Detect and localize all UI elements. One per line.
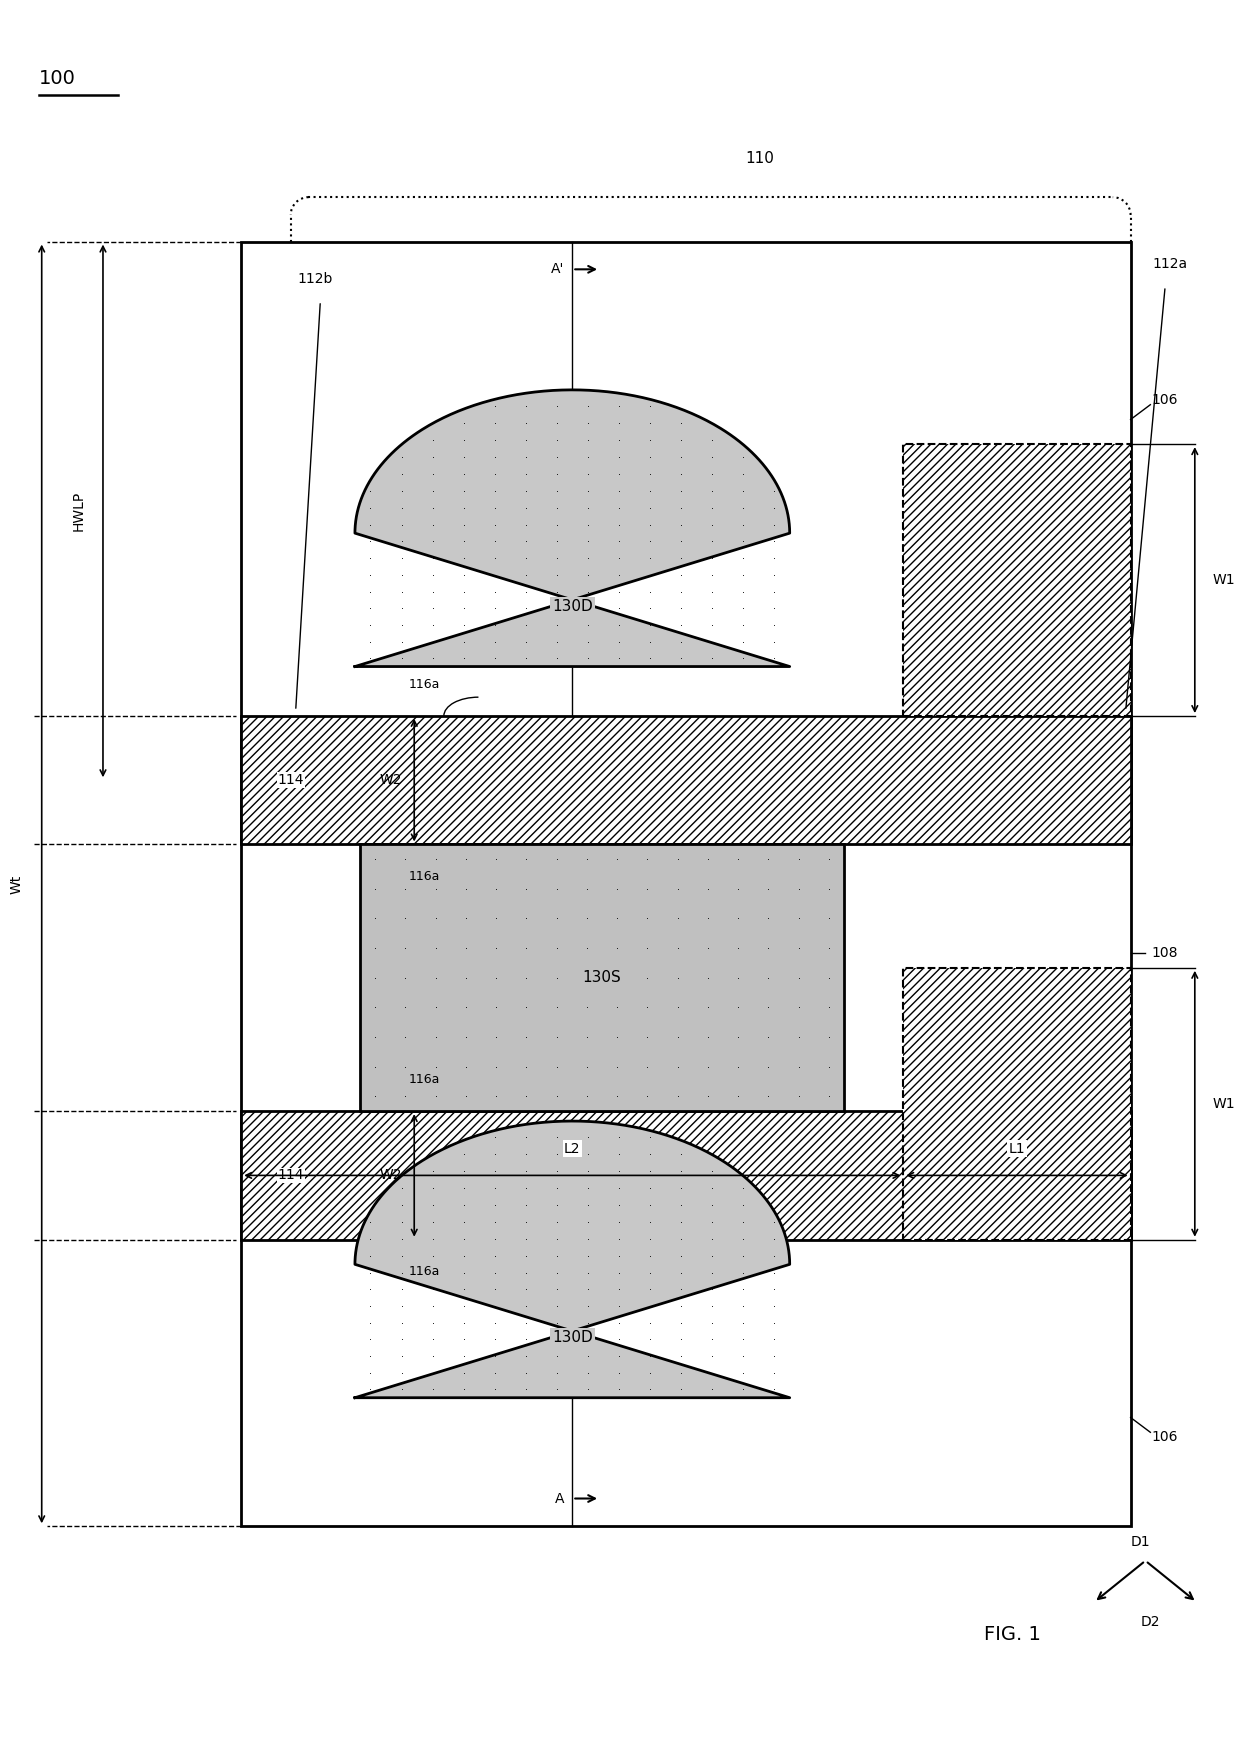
Text: A': A' xyxy=(551,263,564,277)
Text: W2: W2 xyxy=(379,774,402,788)
Text: Wt: Wt xyxy=(10,873,24,893)
Text: D2: D2 xyxy=(1141,1615,1161,1629)
Text: 116a: 116a xyxy=(408,677,440,691)
Text: 116a: 116a xyxy=(408,1073,440,1086)
Text: 106: 106 xyxy=(1152,1430,1178,1444)
Text: 116a: 116a xyxy=(408,870,440,882)
Text: A: A xyxy=(556,1491,564,1505)
Text: L2: L2 xyxy=(564,1142,580,1156)
Text: 106: 106 xyxy=(1152,393,1178,407)
Text: W1: W1 xyxy=(1213,574,1235,588)
Text: 110: 110 xyxy=(745,151,775,165)
Text: 130D: 130D xyxy=(552,600,593,614)
Polygon shape xyxy=(355,1121,790,1398)
Bar xyxy=(242,716,1131,844)
Bar xyxy=(360,844,844,1112)
Polygon shape xyxy=(355,389,790,667)
Text: 114: 114 xyxy=(278,1168,304,1182)
Text: 100: 100 xyxy=(38,68,76,88)
Text: 114: 114 xyxy=(278,774,304,788)
Text: D1: D1 xyxy=(1131,1535,1151,1549)
Bar xyxy=(903,968,1131,1240)
Text: 112a: 112a xyxy=(1152,258,1188,272)
Text: W1: W1 xyxy=(1213,1096,1235,1110)
Text: 112b: 112b xyxy=(298,272,334,286)
Text: FIG. 1: FIG. 1 xyxy=(983,1626,1040,1643)
Bar xyxy=(903,444,1131,716)
Bar xyxy=(242,242,1131,1526)
Text: 130D: 130D xyxy=(552,1330,593,1345)
Text: W2: W2 xyxy=(379,1168,402,1182)
Text: HWLP: HWLP xyxy=(71,491,86,531)
Text: 108: 108 xyxy=(1152,945,1178,959)
Text: 130S: 130S xyxy=(583,970,621,986)
Text: 116a: 116a xyxy=(408,1265,440,1277)
Bar xyxy=(242,1112,1131,1240)
Text: L1: L1 xyxy=(1008,1142,1025,1156)
